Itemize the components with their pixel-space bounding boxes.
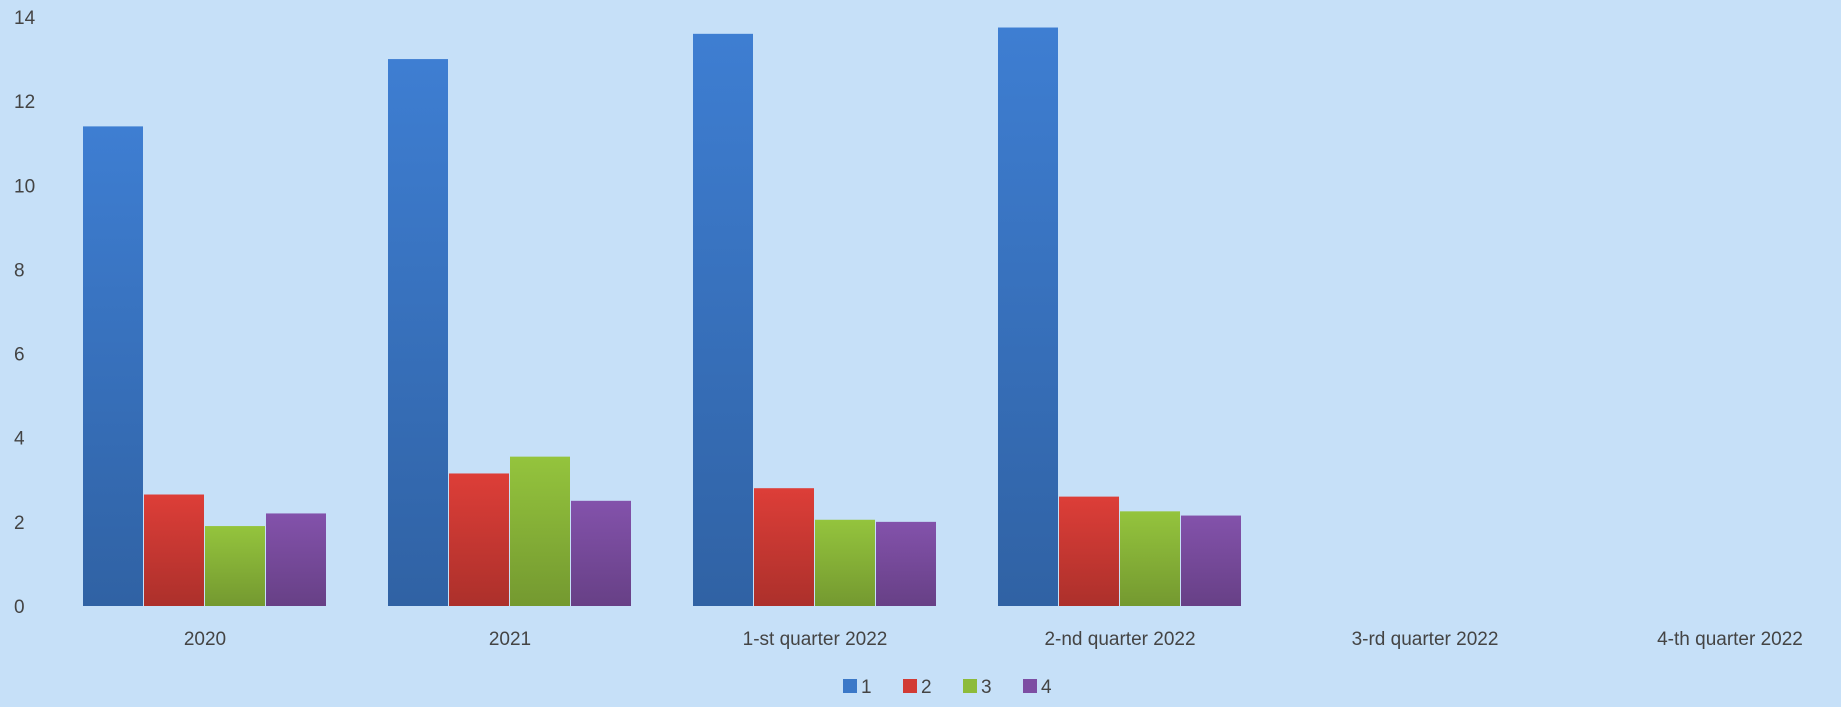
y-tick-label: 0 xyxy=(14,597,25,618)
legend-label-1: 1 xyxy=(861,677,872,698)
legend-swatch-1 xyxy=(843,679,857,693)
y-axis: 0 2 4 6 8 10 12 14 xyxy=(14,8,36,618)
x-category-label: 4-th quarter 2022 xyxy=(1657,629,1803,650)
bar-series-3-2 xyxy=(815,519,875,606)
bar-series-1-3 xyxy=(998,27,1058,606)
bar-series-1-2 xyxy=(693,33,753,607)
x-category-label: 2-nd quarter 2022 xyxy=(1044,629,1195,650)
x-category-label: 2021 xyxy=(489,629,531,650)
legend-swatch-4 xyxy=(1023,679,1037,693)
bar-series-4-0 xyxy=(266,513,326,606)
bar-series-3-1 xyxy=(510,456,570,606)
x-category-label: 1-st quarter 2022 xyxy=(743,629,888,650)
y-tick-label: 8 xyxy=(14,260,25,281)
bar-series-1-1 xyxy=(388,59,448,607)
y-tick-label: 12 xyxy=(14,92,35,113)
legend-swatch-2 xyxy=(903,679,917,693)
y-tick-label: 6 xyxy=(14,345,25,366)
bar-series-4-1 xyxy=(571,500,631,606)
y-tick-label: 14 xyxy=(14,8,36,29)
x-axis: 2020 2021 1-st quarter 2022 2-nd quarter 20… xyxy=(184,629,1803,650)
y-tick-label: 4 xyxy=(14,429,25,450)
legend-swatch-3 xyxy=(963,679,977,693)
x-category-label: 2020 xyxy=(184,629,226,650)
bar-series-2-3 xyxy=(1059,496,1119,606)
legend-label-4: 4 xyxy=(1041,677,1052,698)
bar-series-3-0 xyxy=(205,526,265,606)
x-category-label: 3-rd quarter 2022 xyxy=(1352,629,1499,650)
legend-label-2: 2 xyxy=(921,677,932,698)
y-tick-label: 10 xyxy=(14,176,35,197)
legend: 1 2 3 4 xyxy=(843,677,1052,698)
bar-series-2-2 xyxy=(754,488,814,606)
bars-group xyxy=(83,27,1241,607)
bar-series-3-3 xyxy=(1120,511,1180,606)
bar-series-1-0 xyxy=(83,126,143,606)
bar-series-2-0 xyxy=(144,494,204,606)
bar-series-2-1 xyxy=(449,473,509,606)
y-tick-label: 2 xyxy=(14,513,25,534)
bar-series-4-3 xyxy=(1181,515,1241,606)
legend-label-3: 3 xyxy=(981,677,992,698)
bar-series-4-2 xyxy=(876,521,936,606)
